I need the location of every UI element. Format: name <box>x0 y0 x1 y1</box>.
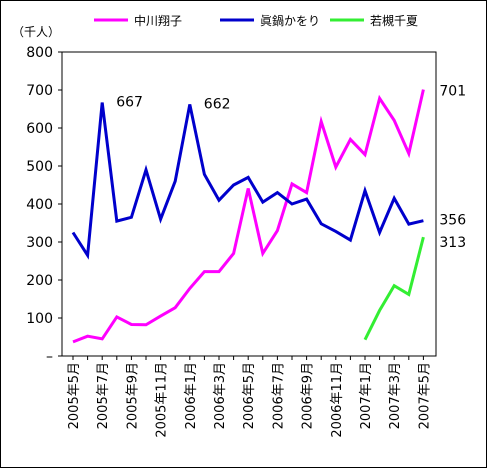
y-tick-label: 200 <box>26 273 53 289</box>
x-tick-label: 2007年3月 <box>388 362 403 429</box>
x-tick-label: 2005年5月 <box>67 362 82 429</box>
x-tick-label: 2006年5月 <box>242 362 257 429</box>
y-tick-label: 600 <box>26 121 53 137</box>
x-tick-label: 2005年11月 <box>155 362 170 438</box>
y-tick-label: 500 <box>26 159 53 175</box>
x-tick-label: 2006年3月 <box>213 362 228 429</box>
series-line-2 <box>363 236 425 341</box>
data-label: 701 <box>439 84 466 100</box>
x-axis: 2005年5月 2005年7月 2005年9月 2005年11月 2006年1月 2006… <box>67 356 432 438</box>
data-label: 313 <box>439 235 466 251</box>
y-unit-label: （千人） <box>12 25 60 39</box>
legend-label: 眞鍋かをり <box>260 13 320 28</box>
y-tick-label: 800 <box>26 45 53 61</box>
legend-label: 若槻千夏 <box>370 13 418 28</box>
x-tick-label: 2006年11月 <box>330 362 345 438</box>
plot-area <box>61 51 437 357</box>
data-label: 356 <box>439 213 466 229</box>
x-tick-label: 2007年1月 <box>359 362 374 429</box>
y-tick-label: 100 <box>26 311 53 327</box>
x-tick-label: 2007年5月 <box>417 362 432 429</box>
y-axis: – 100 200 300 400 500 600 700 800 <box>26 45 62 365</box>
annotations: 667 662 701 356 313 <box>116 84 466 251</box>
series-lines <box>71 89 425 344</box>
x-tick-label: 2005年7月 <box>96 362 111 429</box>
legend-label: 中川翔子 <box>134 13 182 28</box>
data-label: 667 <box>116 95 143 111</box>
data-label: 662 <box>204 96 231 112</box>
x-tick-label: 2006年9月 <box>301 362 316 429</box>
series-line-0 <box>72 89 425 344</box>
series-line-1 <box>71 102 424 260</box>
y-tick-label: 300 <box>26 235 53 251</box>
x-tick-label: 2006年1月 <box>184 362 199 429</box>
y-tick-label: – <box>46 349 53 365</box>
legend: 中川翔子 眞鍋かをり 若槻千夏 <box>94 13 418 28</box>
x-tick-label: 2006年7月 <box>271 362 286 429</box>
y-tick-label: 700 <box>26 83 53 99</box>
y-tick-label: 400 <box>26 197 53 213</box>
x-tick-label: 2005年9月 <box>125 362 140 429</box>
